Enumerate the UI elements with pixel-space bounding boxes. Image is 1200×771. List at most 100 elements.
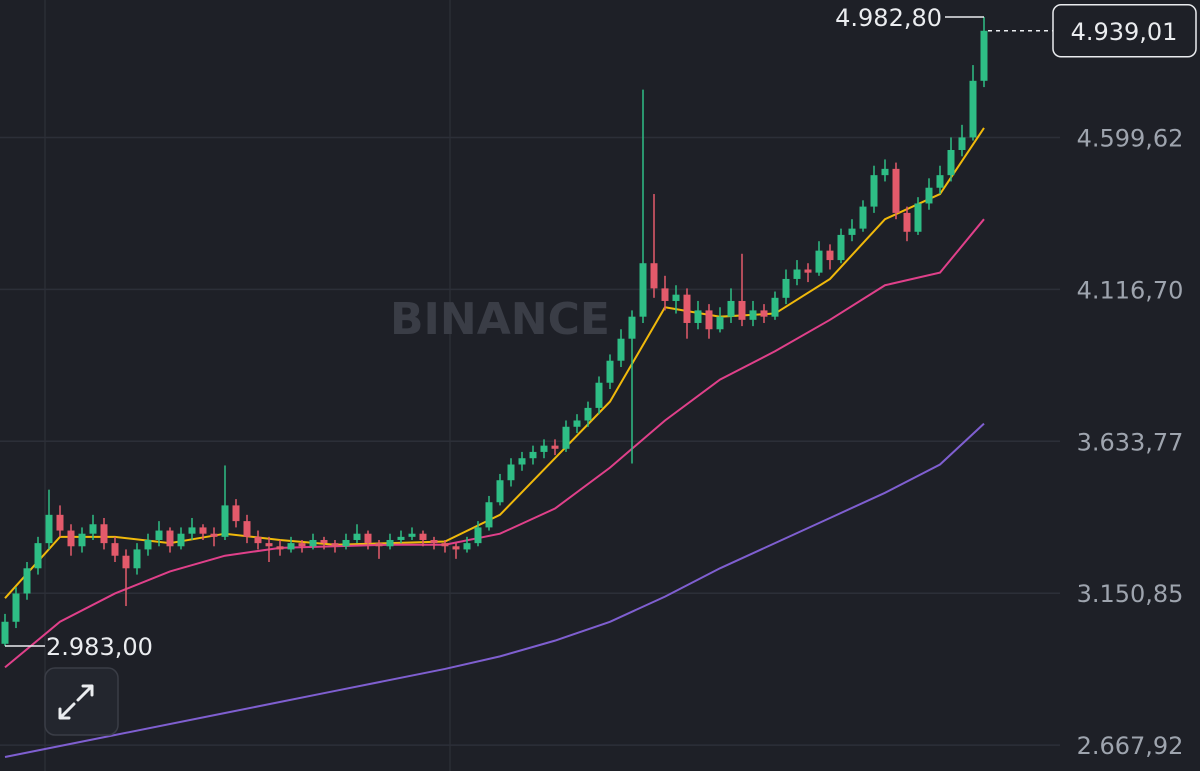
candle-body bbox=[463, 543, 471, 550]
candle-body bbox=[540, 445, 548, 452]
candle-body bbox=[287, 543, 295, 550]
candle-body bbox=[826, 250, 834, 261]
candle-body bbox=[782, 278, 790, 298]
candle-body bbox=[386, 539, 394, 547]
candle-body bbox=[23, 568, 31, 594]
candle-body bbox=[859, 206, 867, 229]
candle-body bbox=[144, 539, 152, 550]
y-tick-label: 3.633,77 bbox=[1077, 428, 1184, 456]
candle-body bbox=[188, 527, 196, 534]
candle-body bbox=[683, 294, 691, 323]
candle-body bbox=[353, 533, 361, 540]
candle-body bbox=[12, 593, 20, 622]
candle-body bbox=[980, 30, 988, 81]
candle-body bbox=[793, 269, 801, 279]
candle-body bbox=[639, 263, 647, 317]
candle-body bbox=[474, 527, 482, 544]
candle-body bbox=[727, 300, 735, 317]
candle-body bbox=[518, 458, 526, 465]
expand-button[interactable] bbox=[44, 667, 119, 736]
candle-body bbox=[925, 187, 933, 204]
watermark: BINANCE bbox=[390, 294, 610, 345]
candle-body bbox=[89, 524, 97, 534]
candle-body bbox=[507, 464, 515, 481]
candle-body bbox=[100, 524, 108, 544]
candle-body bbox=[529, 451, 537, 459]
grid: 4.599,62 4.116,70 3.633,77 3.150,85 2.667,92 bbox=[0, 125, 1184, 760]
candle-body bbox=[199, 527, 207, 534]
candle-body bbox=[419, 533, 427, 540]
candle-body bbox=[881, 168, 889, 176]
candle-body bbox=[45, 514, 53, 544]
candle-body bbox=[232, 505, 240, 522]
moving-average-line bbox=[4, 422, 985, 758]
candle-body bbox=[111, 543, 119, 556]
candle-body bbox=[694, 310, 702, 323]
candle-body bbox=[969, 80, 977, 138]
candle-body bbox=[441, 543, 449, 547]
candle-body bbox=[892, 168, 900, 213]
candle-body bbox=[914, 203, 922, 232]
candle-body bbox=[133, 549, 141, 569]
candle-body bbox=[254, 536, 262, 544]
candle-body bbox=[562, 426, 570, 449]
candle-body bbox=[210, 533, 218, 537]
last-price-box bbox=[1052, 4, 1197, 58]
candle-body bbox=[408, 533, 416, 537]
candle-body bbox=[265, 543, 273, 547]
y-tick-label: 2.667,92 bbox=[1077, 732, 1184, 760]
last-price-label: 4.939,01 bbox=[1071, 18, 1178, 46]
y-tick-label: 3.150,85 bbox=[1077, 580, 1184, 608]
candle-body bbox=[298, 543, 306, 547]
candle-body bbox=[34, 543, 42, 569]
candle-body bbox=[573, 420, 581, 427]
annotations: 4.982,80 2.983,00 4.939,01 bbox=[5, 4, 1197, 661]
candle-body bbox=[617, 338, 625, 361]
candle-body bbox=[243, 521, 251, 537]
candle-body bbox=[771, 297, 779, 317]
candle-body bbox=[122, 555, 130, 569]
candles bbox=[1, 17, 988, 646]
low-marker-label: 2.983,00 bbox=[46, 633, 153, 661]
high-marker-label: 4.982,80 bbox=[835, 4, 942, 32]
candle-body bbox=[837, 234, 845, 261]
candle-body bbox=[364, 533, 372, 544]
y-tick-label: 4.116,70 bbox=[1077, 276, 1184, 304]
candle-body bbox=[804, 269, 812, 273]
candle-body bbox=[650, 263, 658, 289]
candle-body bbox=[848, 228, 856, 235]
candle-body bbox=[485, 502, 493, 528]
candle-body bbox=[749, 310, 757, 320]
candle-body bbox=[320, 539, 328, 544]
candle-body bbox=[672, 294, 680, 301]
candle-body bbox=[760, 310, 768, 317]
candle-body bbox=[628, 316, 636, 339]
candle-body bbox=[177, 533, 185, 547]
candle-body bbox=[551, 445, 559, 449]
candle-body bbox=[958, 137, 966, 150]
candle-body bbox=[342, 539, 350, 547]
candle-body bbox=[870, 175, 878, 207]
moving-average-line bbox=[4, 218, 985, 669]
candle-body bbox=[738, 300, 746, 320]
candle-body bbox=[947, 149, 955, 176]
candle-body bbox=[606, 360, 614, 383]
expand-icon[interactable] bbox=[58, 684, 94, 720]
candle-body bbox=[331, 543, 339, 547]
candle-body bbox=[155, 530, 163, 540]
candle-body bbox=[815, 250, 823, 273]
candle-body bbox=[716, 316, 724, 330]
candle-body bbox=[903, 212, 911, 232]
candle-body bbox=[67, 530, 75, 547]
candle-body bbox=[221, 505, 229, 537]
candle-body bbox=[584, 407, 592, 421]
candle-body bbox=[661, 288, 669, 301]
candle-body bbox=[375, 543, 383, 547]
candle-body bbox=[452, 546, 460, 550]
candle-body bbox=[56, 514, 64, 531]
button-frame[interactable] bbox=[44, 667, 119, 736]
candle-body bbox=[1, 621, 9, 644]
candle-body bbox=[936, 175, 944, 188]
